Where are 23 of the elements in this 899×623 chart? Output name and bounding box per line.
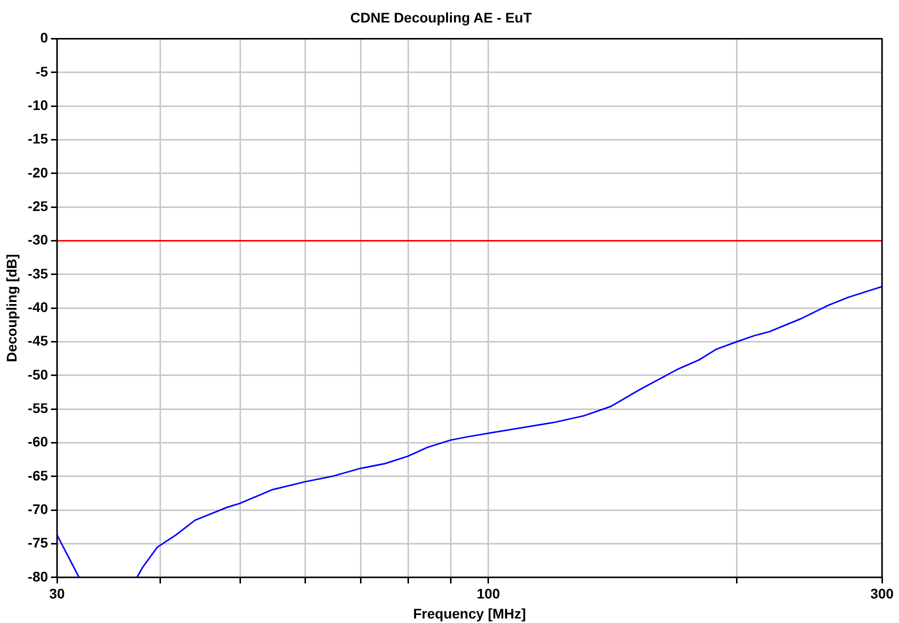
- y-tick-label: -75: [28, 534, 48, 551]
- x-axis-title: Frequency [MHz]: [413, 605, 526, 622]
- y-tick-label: -30: [28, 232, 48, 248]
- chart-title: CDNE Decoupling AE - EuT: [350, 9, 532, 26]
- y-tick-label: -15: [28, 130, 48, 147]
- y-tick-label: -35: [28, 265, 48, 282]
- y-tick-label: -40: [28, 298, 48, 315]
- y-axis-title: Decoupling [dB]: [3, 254, 20, 362]
- y-tick-label: -10: [28, 96, 48, 113]
- y-tick-label: -5: [36, 63, 48, 80]
- y-tick-label: -70: [28, 500, 48, 517]
- x-tick-label: 300: [870, 586, 894, 602]
- y-tick-label: -55: [28, 400, 48, 416]
- x-tick-label: 30: [49, 586, 66, 602]
- y-tick-label: -60: [28, 434, 48, 450]
- y-tick-label: -65: [28, 467, 48, 484]
- y-tick-label: -80: [28, 568, 48, 584]
- y-tick-label: -20: [28, 164, 48, 180]
- y-tick-label: 0: [40, 30, 48, 46]
- y-tick-label: -45: [28, 332, 48, 349]
- y-tick-label: -25: [28, 198, 48, 214]
- y-tick-label: -50: [28, 366, 48, 382]
- x-tick-label: 100: [476, 586, 500, 602]
